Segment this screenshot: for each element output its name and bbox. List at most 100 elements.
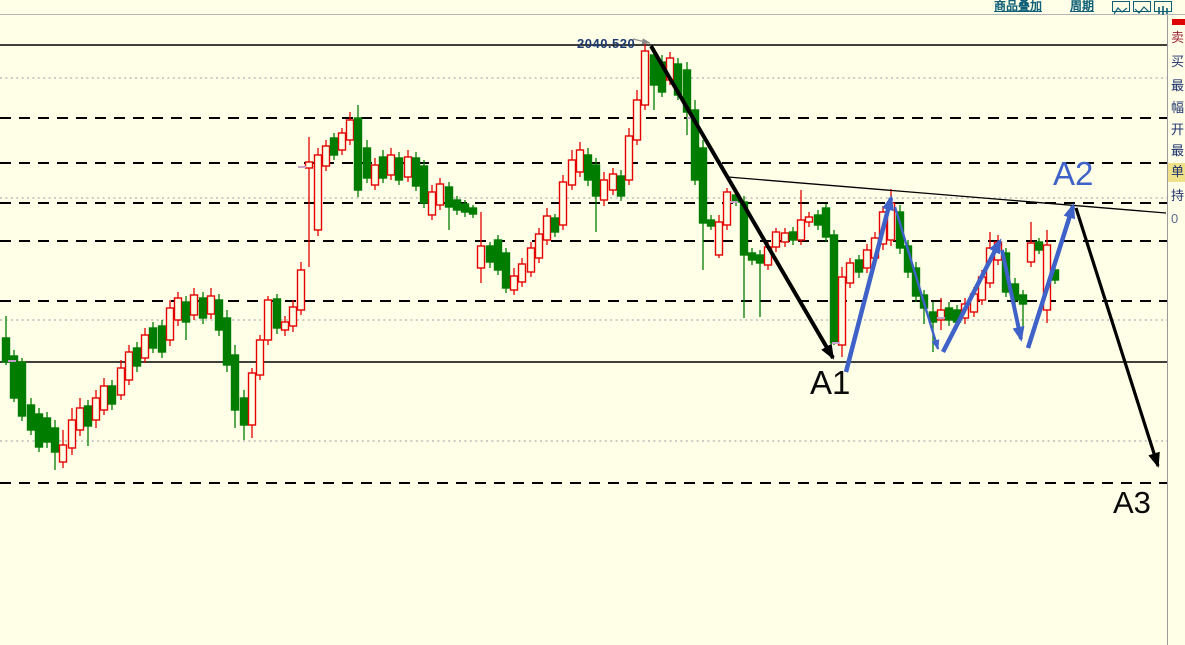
candle-body — [583, 154, 593, 181]
quote-row: 幅 — [1171, 100, 1185, 115]
zigzag-tool-icon[interactable] — [1133, 1, 1151, 14]
candle-body — [165, 307, 175, 341]
candle-body — [845, 262, 855, 284]
quote-row: 最 — [1171, 78, 1185, 93]
trendline-tool-icon[interactable] — [1112, 1, 1130, 15]
candle-body — [91, 397, 101, 421]
candle-body — [558, 181, 568, 226]
zigzag-down-arrow-1[interactable] — [893, 206, 940, 350]
candle-body — [755, 254, 765, 264]
candle-body — [230, 354, 240, 411]
candle-body — [813, 214, 823, 226]
candle-body — [944, 307, 954, 321]
quote-row: 单 — [1168, 163, 1185, 182]
a2-label[interactable]: A2 — [1053, 155, 1094, 192]
candle-body — [501, 252, 511, 289]
candle-body — [591, 164, 601, 197]
candle-body — [788, 231, 798, 241]
descending-trendline[interactable] — [727, 176, 1167, 214]
candle-body — [83, 405, 93, 427]
quote-row: 0 — [1171, 211, 1179, 226]
quote-row: 买 — [1171, 54, 1185, 69]
candle-body — [936, 309, 946, 321]
candle-body — [99, 385, 109, 411]
candle-body — [599, 179, 609, 201]
zigzag-down-arrow-2[interactable] — [1000, 249, 1025, 342]
candle-body — [468, 207, 478, 215]
candle-body — [9, 355, 19, 399]
candle-body — [526, 247, 536, 273]
quote-row: 开 — [1171, 122, 1185, 137]
candle-body — [1026, 242, 1036, 263]
candle-body — [148, 327, 158, 349]
candle-body — [321, 145, 331, 167]
candle-body — [862, 249, 872, 269]
candle-body — [42, 417, 52, 443]
candle-body — [722, 191, 732, 226]
candle-body — [345, 119, 355, 141]
candle-body — [296, 269, 306, 311]
candle-body — [337, 132, 347, 151]
candle-body — [272, 298, 282, 329]
candle-body — [26, 404, 36, 431]
candle-body — [747, 252, 757, 261]
candle-body — [386, 154, 396, 176]
candle-body — [911, 267, 921, 297]
candle-body — [107, 385, 117, 405]
candle-body — [895, 211, 905, 249]
price-level-label[interactable]: 2040.520 — [577, 36, 636, 51]
a3-label[interactable]: A3 — [1113, 485, 1151, 520]
candle-body — [444, 186, 454, 208]
candle-body — [550, 217, 560, 233]
candle-body — [698, 147, 708, 224]
candle-body — [460, 203, 470, 213]
candle-body — [624, 135, 634, 181]
candle-body — [1018, 294, 1028, 305]
kline-bars-icon[interactable] — [1154, 1, 1172, 15]
candle-body — [173, 297, 183, 321]
candle-body — [706, 219, 716, 227]
candle-body — [157, 325, 167, 353]
peak-anchor-arrow[interactable] — [632, 38, 651, 45]
candle-body — [771, 231, 781, 248]
candle-body — [362, 147, 372, 179]
candle-body — [280, 321, 290, 331]
quote-row: 卖 — [1171, 30, 1185, 45]
candle-body — [452, 199, 462, 211]
candle-body — [50, 427, 60, 453]
candle-body — [714, 221, 724, 256]
candle-body — [132, 347, 142, 367]
candle-body — [353, 117, 363, 191]
candle-body — [304, 161, 314, 169]
candle-body — [780, 232, 790, 243]
period-link[interactable]: 周期 — [1070, 0, 1095, 13]
zigzag-up-arrow-3[interactable] — [1025, 203, 1076, 349]
impulse-down-arrow[interactable] — [649, 44, 835, 360]
candle-body — [329, 137, 339, 156]
candle-body — [288, 306, 298, 327]
candle-body — [804, 216, 814, 223]
a3-projection-arrow[interactable] — [1074, 207, 1160, 468]
candle-body — [206, 295, 216, 315]
candle-body — [542, 215, 552, 241]
candle-body — [214, 299, 224, 331]
a1-label[interactable]: A1 — [810, 364, 851, 401]
zigzag-up-arrow-1[interactable] — [843, 195, 894, 373]
candle-body — [1034, 241, 1044, 251]
candle-body — [829, 234, 839, 344]
candle-body — [427, 191, 437, 216]
candle-body — [255, 339, 265, 376]
candle-body — [837, 276, 847, 346]
candle-body — [75, 407, 85, 431]
candle-body — [476, 245, 486, 269]
zigzag-up-arrow-2[interactable] — [940, 238, 1003, 354]
candle-body — [493, 239, 503, 271]
candle-body — [534, 233, 544, 259]
commodity-overlay-link[interactable]: 商品叠加 — [994, 0, 1043, 13]
candle-body — [198, 297, 208, 319]
candle-body — [690, 109, 700, 181]
quote-row: 最 — [1171, 143, 1185, 158]
